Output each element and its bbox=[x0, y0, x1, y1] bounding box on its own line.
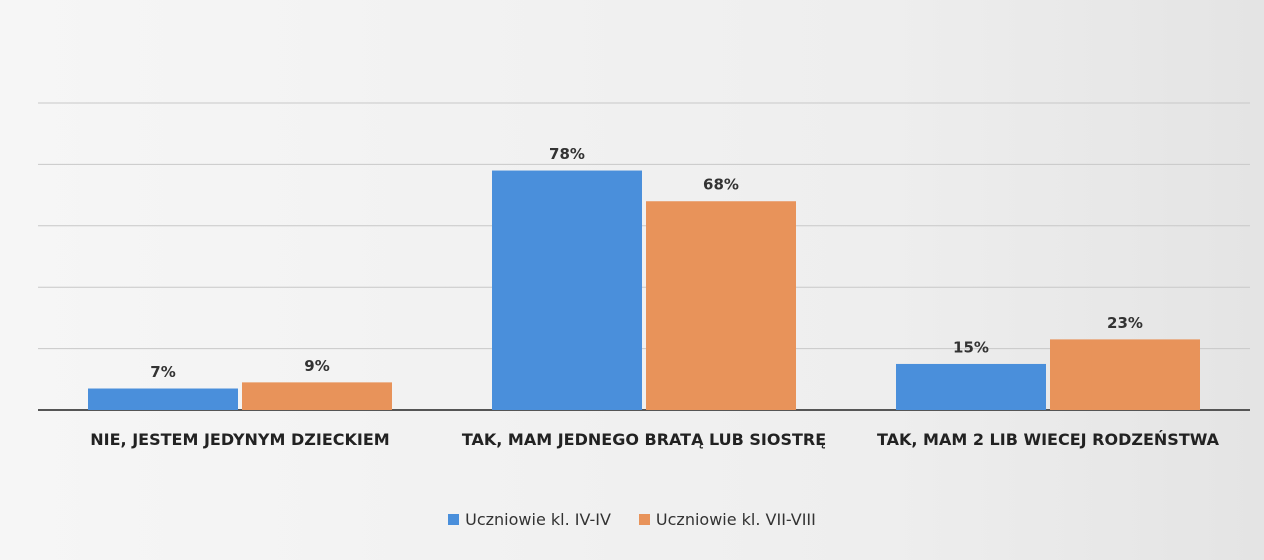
data-label: 23% bbox=[1107, 314, 1143, 332]
legend-item: Uczniowie kl. VII-VIII bbox=[638, 510, 816, 529]
legend-swatch bbox=[638, 514, 650, 525]
bar bbox=[88, 388, 238, 410]
legend-swatch bbox=[448, 514, 460, 525]
legend-label: Uczniowie kl. VII-VIII bbox=[655, 510, 816, 529]
data-label: 9% bbox=[304, 357, 329, 375]
x-tick-label: TAK, MAM 2 LIB WIECEJ RODZEŃSTWA bbox=[876, 430, 1220, 449]
data-label: 7% bbox=[150, 363, 175, 381]
bar bbox=[896, 363, 1046, 410]
legend: Uczniowie kl. IV-IV Uczniowie kl. VII-VII… bbox=[0, 510, 1264, 529]
x-tick-label: NIE, JESTEM JEDYNYM DZIECKIEM bbox=[90, 430, 390, 449]
legend-label: Uczniowie kl. IV-IV bbox=[465, 510, 611, 529]
legend-item: Uczniowie kl. IV-IV bbox=[448, 510, 611, 529]
bar bbox=[492, 170, 642, 410]
bar bbox=[242, 382, 392, 410]
bar bbox=[1050, 339, 1200, 410]
data-label: 15% bbox=[953, 338, 989, 356]
bar bbox=[646, 201, 796, 410]
data-label: 68% bbox=[703, 176, 739, 194]
data-label: 78% bbox=[549, 145, 585, 163]
x-tick-label: TAK, MAM JEDNEGO BRATĄ LUB SIOSTRĘ bbox=[461, 430, 827, 449]
